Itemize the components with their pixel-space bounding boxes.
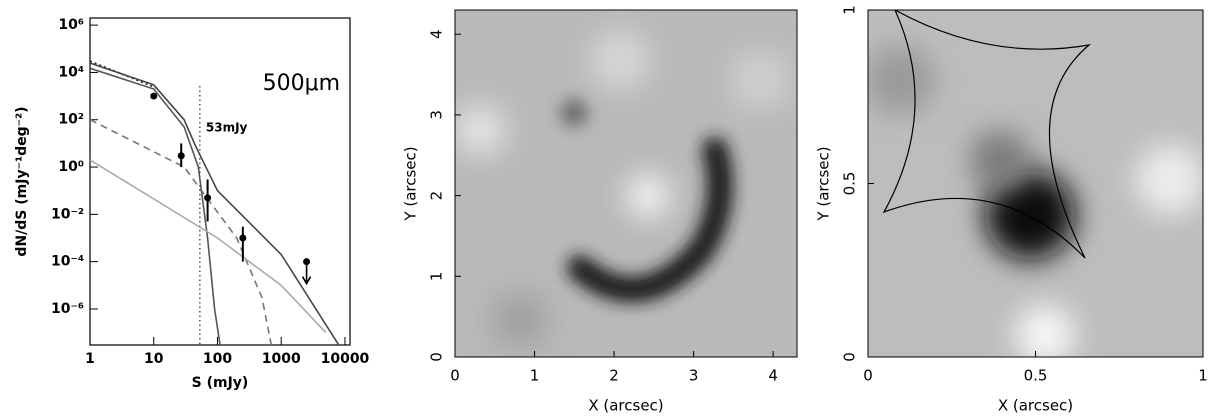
model-curve: [90, 62, 340, 345]
y-tick-label: 0.5: [841, 172, 859, 196]
x-tick-label: 0.5: [1024, 367, 1048, 385]
x-tick-label: 3: [689, 367, 699, 385]
x-tick-label: 1: [85, 351, 95, 367]
x-axis-label: S (mJy): [192, 375, 249, 391]
y-tick-label: 0: [841, 352, 859, 362]
x-axis-label: X (arcsec): [588, 397, 663, 415]
y-axis-label: Y (arcsec): [815, 146, 833, 221]
x-tick-label: 4: [768, 367, 778, 385]
plot-frame: [89, 17, 351, 346]
model-curve: [90, 60, 160, 90]
data-point: [177, 152, 185, 160]
y-axis-label: dN/dS (mJy⁻¹deg⁻²): [14, 106, 30, 256]
model-curve: [90, 67, 221, 345]
data-point: [204, 194, 212, 202]
data-point: [303, 258, 311, 266]
x-tick-label: 1: [530, 367, 540, 385]
y-tick-label: 10⁻²: [51, 206, 84, 222]
x-tick-label: 0: [450, 367, 460, 385]
y-tick-label: 10⁶: [58, 17, 84, 33]
panel-title: 500μm: [263, 71, 340, 96]
y-tick-label: 0: [428, 352, 446, 362]
y-tick-label: 2: [428, 191, 446, 201]
x-tick-label: 10000: [321, 351, 370, 367]
upper-limit-arrow: [301, 261, 312, 286]
lens-image: [455, 10, 797, 357]
counts-panel: 1 10 100 1000 10000 10⁶ 10⁴ 10² 10⁰ 10⁻² 10⁻⁴ 10⁻⁶ S…: [14, 17, 370, 391]
data-point: [150, 92, 158, 100]
x-tick-label: 0: [863, 367, 873, 385]
threshold-label: 53mJy: [206, 121, 248, 135]
y-tick-label: 1: [841, 5, 859, 15]
x-tick-label: 2: [609, 367, 619, 385]
y-tick-label: 10⁴: [58, 64, 84, 80]
y-tick-label: 4: [428, 29, 446, 39]
y-axis-label: Y (arcsec): [402, 146, 420, 221]
y-tick-label: 3: [428, 110, 446, 120]
y-tick-label: 10⁰: [58, 159, 84, 175]
plot-frame: [454, 9, 798, 358]
y-tick-label: 10⁻⁶: [51, 301, 84, 317]
x-tick-label: 1: [1198, 367, 1208, 385]
map-axes: 0 0.5 1 0 0.5 1 X (arcsec) Y (arcsec): [815, 5, 1208, 414]
source-plane-image: [868, 10, 1203, 357]
map-axes: 0 1 2 3 4 0 1 2 3 4 X (arcsec) Y (arcsec): [402, 9, 798, 415]
x-tick-label: 1000: [262, 351, 301, 367]
x-tick-label: 10: [144, 351, 164, 367]
data-point: [239, 234, 247, 242]
y-tick-label: 10²: [58, 112, 84, 128]
model-curve: [90, 118, 273, 345]
x-axis-label: X (arcsec): [998, 397, 1073, 415]
x-tick-label: 100: [203, 351, 232, 367]
y-tick-label: 10⁻⁴: [51, 254, 84, 270]
model-curve: [90, 159, 327, 334]
y-tick-label: 1: [428, 272, 446, 282]
